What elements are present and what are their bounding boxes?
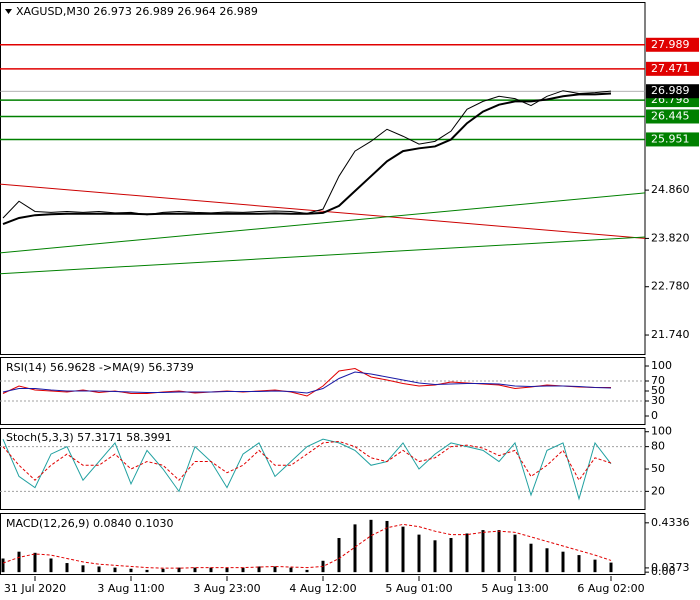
y-tick-label: 24.860 (651, 183, 690, 196)
level-label: 27.471 (651, 62, 690, 75)
y-tick-label: 100 (651, 425, 672, 438)
histogram-bar (465, 533, 469, 573)
pane-title: MACD(12,26,9) 0.0840 0.1030 (6, 517, 174, 530)
histogram-bar (161, 568, 165, 573)
series-line (2, 92, 612, 225)
y-tick-label: 80 (651, 440, 665, 453)
y-tick-label: 0.0373 (651, 561, 690, 574)
level-box (646, 37, 699, 52)
histogram-bar (145, 569, 149, 573)
x-tick-label: 6 Aug 02:00 (577, 582, 644, 595)
pane-frame (0, 2, 646, 355)
series-line (2, 367, 611, 397)
y-tick-label: 50 (651, 462, 665, 475)
series-line (2, 438, 612, 501)
histogram-bar (513, 534, 517, 573)
histogram-bar (49, 558, 53, 573)
y-tick-label: 100 (651, 359, 672, 372)
pane-title: XAGUSD,M30 26.973 26.989 26.964 26.989 (16, 5, 258, 18)
level-box (646, 61, 699, 76)
histogram-bar (177, 567, 181, 573)
pane-title: Stoch(5,3,3) 57.3171 58.3991 (6, 431, 172, 444)
histogram-bar (17, 551, 21, 573)
histogram-bar (497, 530, 501, 573)
series-line (2, 523, 612, 569)
histogram-bar (225, 567, 229, 573)
level-label: 25.951 (651, 132, 690, 145)
pane-title: RSI(14) 56.9628 ->MA(9) 56.3739 (6, 361, 194, 374)
x-tick-label: 5 Aug 13:00 (481, 582, 548, 595)
level-label: 26.445 (651, 109, 690, 122)
y-tick-label: 0.00 (651, 565, 676, 578)
histogram-bar (417, 534, 421, 573)
histogram-bar (209, 567, 213, 573)
histogram-bar (401, 526, 405, 573)
histogram-bar (33, 552, 37, 573)
level-label: 27.989 (651, 38, 690, 51)
trend-line (0, 183, 646, 239)
x-tick-label: 3 Aug 23:00 (193, 582, 260, 595)
histogram-bar (337, 538, 341, 573)
trend-line (0, 192, 646, 254)
last-price-label: 26.989 (651, 84, 690, 97)
x-tick-label: 3 Aug 11:00 (97, 582, 164, 595)
histogram-bar (257, 566, 261, 573)
histogram-bar (353, 524, 357, 573)
histogram-bar (305, 569, 309, 573)
histogram-bar (481, 530, 485, 573)
x-tick-label: 5 Aug 01:00 (385, 582, 452, 595)
histogram-bar (577, 555, 581, 573)
y-tick-label: 50 (651, 384, 665, 397)
histogram-bar (113, 567, 117, 573)
histogram-bar (97, 566, 101, 573)
series-line (2, 440, 612, 482)
y-tick-label: 0.4336 (651, 516, 690, 529)
last-price-box (646, 84, 699, 99)
histogram-bar (273, 566, 277, 573)
histogram-bar (1, 558, 5, 573)
y-tick-label: 30 (651, 394, 665, 407)
menu-arrow[interactable] (5, 9, 12, 14)
y-tick-label: 22.780 (651, 280, 690, 293)
level-box (646, 109, 699, 124)
trend-line (0, 236, 646, 275)
histogram-bar (385, 520, 389, 573)
y-tick-label: 20 (651, 484, 665, 497)
y-tick-label: 23.820 (651, 231, 690, 244)
level-box (646, 132, 699, 147)
histogram-bar (129, 568, 133, 573)
y-tick-label: 21.740 (651, 328, 690, 341)
histogram-bar (241, 567, 245, 573)
histogram-bar (609, 562, 613, 573)
series-line (2, 371, 612, 394)
histogram-bar (561, 551, 565, 573)
histogram-bar (449, 538, 453, 573)
histogram-bar (65, 563, 69, 573)
x-tick-label: 31 Jul 2020 (4, 582, 66, 595)
histogram-bar (593, 559, 597, 573)
y-tick-label: 0 (651, 409, 658, 422)
pane-frame (0, 513, 646, 575)
x-tick-label: 4 Aug 12:00 (289, 582, 356, 595)
histogram-bar (529, 543, 533, 573)
histogram-bar (545, 548, 549, 573)
histogram-bar (81, 565, 85, 573)
histogram-bar (369, 519, 373, 573)
histogram-bar (289, 567, 293, 573)
y-tick-label: 70 (651, 374, 665, 387)
histogram-bar (193, 567, 197, 573)
histogram-bar (433, 540, 437, 573)
